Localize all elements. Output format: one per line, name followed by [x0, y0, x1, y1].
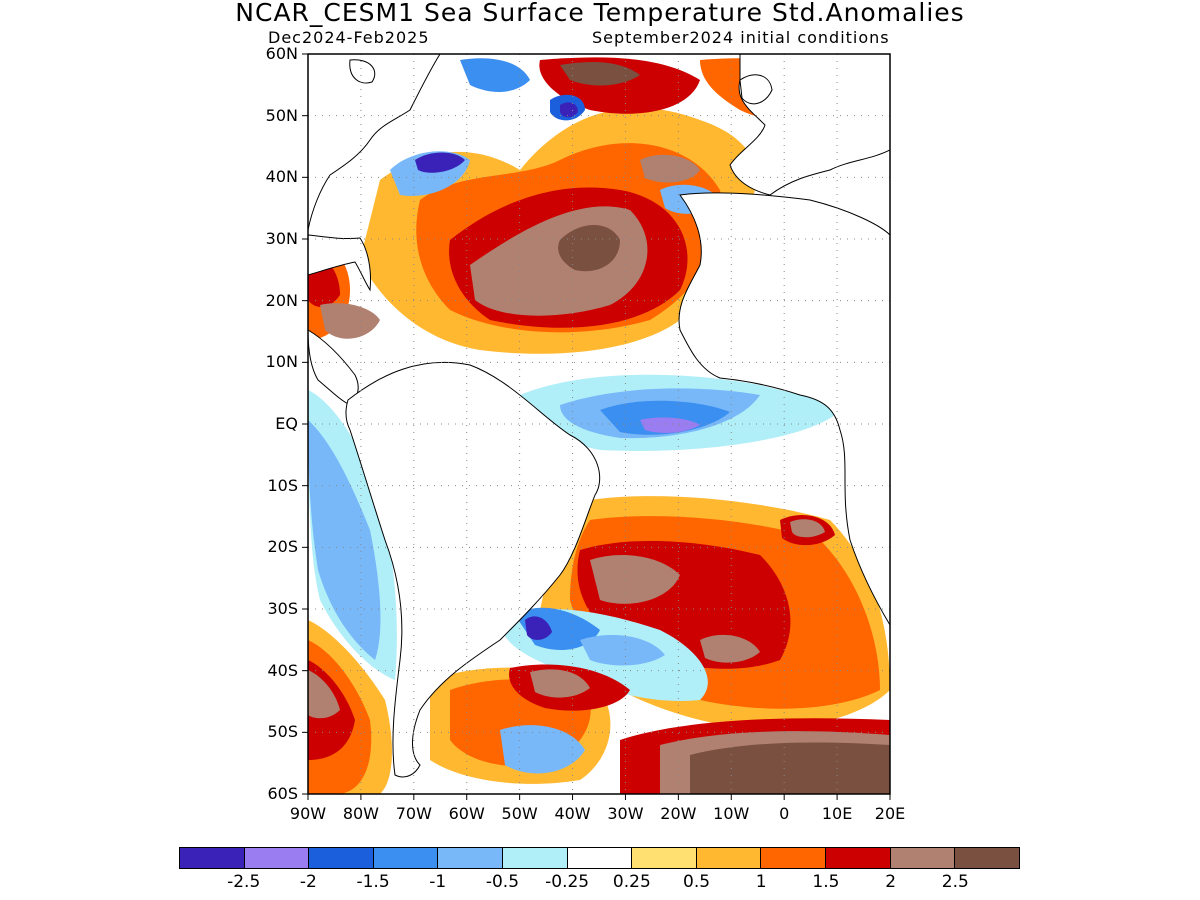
- lat-label: 40N: [265, 167, 298, 187]
- lon-label: 30W: [607, 804, 644, 823]
- lon-label: 10W: [713, 804, 750, 823]
- anomaly-region: [500, 725, 585, 774]
- british-isles: [739, 74, 773, 105]
- anomaly-region: [640, 417, 700, 433]
- anomaly-region: [560, 102, 578, 118]
- lat-label: 30N: [265, 229, 298, 248]
- anomaly-region: [790, 519, 825, 538]
- land-masses: [307, 53, 891, 778]
- africa: [678, 192, 891, 627]
- colorbar-label: -1.5: [356, 872, 390, 892]
- anomaly-region: [415, 152, 465, 173]
- lat-label: 20S: [267, 537, 298, 557]
- lon-label: 10E: [821, 804, 853, 823]
- colorbar-swatch: [567, 848, 633, 868]
- south-america: [345, 361, 601, 778]
- north-america: [307, 53, 441, 231]
- colorbar-swatch: [696, 848, 762, 868]
- anomaly-region: [640, 154, 700, 183]
- colorbar-swatch: [890, 848, 956, 868]
- colorbar-label: 2: [885, 872, 897, 892]
- lon-label: 90W: [289, 804, 327, 823]
- lat-label: 40S: [267, 660, 298, 680]
- florida: [307, 234, 371, 292]
- lon-label: 60W: [448, 804, 485, 823]
- lon-label: 70W: [395, 804, 432, 823]
- colorbar-swatch: [761, 848, 827, 868]
- lon-label: 40W: [554, 804, 591, 823]
- anomaly-region: [590, 555, 680, 604]
- colorbar-label: -0.5: [485, 872, 520, 892]
- anomaly-region: [308, 420, 381, 660]
- colorbar-swatch: [955, 848, 1019, 868]
- colorbar-swatch: [826, 848, 891, 868]
- anomaly-region: [525, 616, 552, 640]
- graticule: [308, 54, 890, 794]
- initial-conditions: September2024 initial conditions: [592, 28, 890, 47]
- forecast-period: Dec2024-Feb2025: [268, 28, 430, 47]
- anomaly-region: [690, 742, 890, 794]
- colorbar: [179, 847, 1020, 869]
- lat-label: EQ: [275, 414, 298, 433]
- chart-title: NCAR_CESM1 Sea Surface Temperature Std.A…: [235, 0, 965, 27]
- greenland-tip: [349, 59, 376, 84]
- colorbar-swatch: [503, 848, 568, 868]
- colorbar-label: -1: [429, 872, 447, 892]
- colorbar-swatch: [180, 848, 245, 868]
- anomaly-region: [320, 303, 380, 339]
- lat-label: 30S: [267, 599, 298, 618]
- lat-label: 50N: [265, 105, 298, 125]
- lat-label: 10N: [265, 352, 298, 372]
- anomaly-region: [460, 58, 530, 92]
- colorbar-label: -2: [299, 872, 317, 892]
- anomaly-region: [580, 635, 665, 666]
- colorbar-label: 0.5: [683, 872, 711, 892]
- lat-label: 60S: [267, 784, 298, 803]
- colorbar-swatch: [438, 848, 504, 868]
- colorbar-label: 1: [755, 872, 767, 892]
- lon-label: 50W: [501, 804, 538, 823]
- anomaly-region: [700, 634, 760, 663]
- lat-label: 60N: [265, 44, 298, 63]
- colorbar-swatch: [632, 848, 697, 868]
- colorbar-label: -0.25: [545, 872, 590, 892]
- colorbar-swatch: [373, 848, 439, 868]
- lat-label: 10S: [267, 475, 298, 495]
- colorbar-swatch: [244, 848, 310, 868]
- colorbar-label: 2.5: [941, 872, 969, 892]
- lat-label: 50S: [267, 722, 298, 742]
- anomaly-region: [308, 670, 340, 719]
- anomaly-region: [530, 669, 590, 698]
- anomaly-region: [558, 225, 620, 272]
- lat-label: 20N: [265, 290, 298, 310]
- lon-label: 0: [779, 804, 790, 823]
- colorbar-label: -2.5: [227, 872, 261, 892]
- colorbar-swatch: [309, 848, 374, 868]
- anomaly-region: [560, 62, 640, 86]
- colorbar-label: 0.25: [612, 872, 651, 892]
- lon-label: 80W: [342, 804, 379, 823]
- lon-label: 20E: [874, 804, 906, 823]
- lon-label: 20W: [660, 804, 697, 823]
- colorbar-label: 1.5: [812, 872, 840, 892]
